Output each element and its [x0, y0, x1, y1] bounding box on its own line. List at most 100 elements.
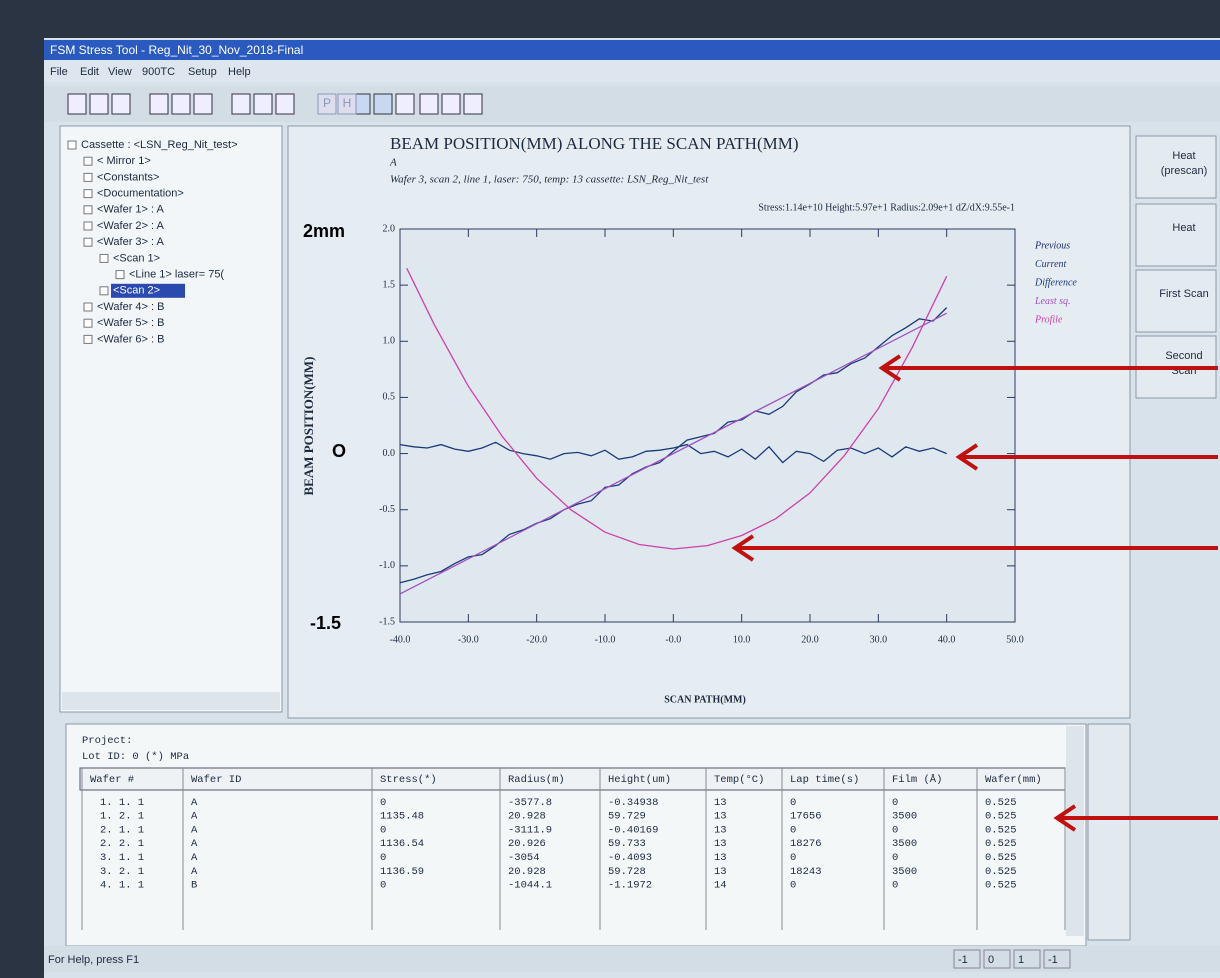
tree-expander[interactable]: [115, 270, 125, 280]
table-cell: 14: [714, 880, 727, 892]
tree-expander[interactable]: [67, 140, 77, 150]
tree-expander[interactable]: [83, 156, 93, 166]
tool-icon[interactable]: [193, 93, 213, 115]
y-tick-label: -1.0: [379, 560, 395, 571]
tree-item[interactable]: <Documentation>: [97, 188, 184, 200]
table-cell: 1135.48: [380, 811, 424, 823]
table-cell: 3500: [892, 838, 917, 850]
legend-entry: Current: [1035, 259, 1067, 270]
table-cell: -3111.9: [508, 824, 552, 836]
tree-item[interactable]: <Wafer 4> : B: [97, 301, 164, 313]
tool-icon[interactable]: [111, 93, 131, 115]
status-cell-text: 1: [1018, 954, 1024, 966]
menu-item[interactable]: 900TC: [142, 66, 175, 78]
menu-item[interactable]: Setup: [188, 66, 217, 78]
status-cell: [1043, 949, 1071, 969]
tree-expander[interactable]: [99, 286, 109, 296]
legend-entry: Least sq.: [1034, 296, 1071, 307]
tool-icon[interactable]: [149, 93, 169, 115]
column-header[interactable]: Radius(m): [508, 774, 565, 786]
tree-expander[interactable]: [83, 221, 93, 231]
tool-icon[interactable]: [395, 93, 415, 115]
tool-icon[interactable]: [67, 93, 87, 115]
menu-item[interactable]: Help: [228, 66, 251, 78]
tree-scrollbar: [62, 692, 280, 710]
tool-icon[interactable]: [441, 93, 461, 115]
menu-item[interactable]: Edit: [80, 66, 99, 78]
tree-item[interactable]: <Scan 2>: [113, 285, 160, 297]
tool-icon[interactable]: [231, 93, 251, 115]
column-header[interactable]: Height(um): [608, 774, 671, 786]
action-button[interactable]: [1135, 135, 1217, 199]
chart-caption: Wafer 3, scan 2, line 1, laser: 750, tem…: [390, 174, 709, 186]
action-button-label[interactable]: Heat: [1172, 222, 1195, 234]
table-cell: 1. 1. 1: [100, 797, 144, 809]
tree-expander[interactable]: [83, 318, 93, 328]
table-cell: 3. 1. 1: [100, 852, 144, 864]
data-panel: [65, 723, 1087, 947]
column-header[interactable]: Lap time(s): [790, 774, 859, 786]
tool-button-label[interactable]: H: [343, 96, 352, 110]
column-header[interactable]: Wafer ID: [191, 774, 241, 786]
tree-item[interactable]: <Constants>: [97, 171, 159, 183]
tree-expander[interactable]: [83, 205, 93, 215]
tool-icon[interactable]: [89, 93, 109, 115]
menu-item[interactable]: File: [50, 66, 68, 78]
table-cell: -1044.1: [508, 880, 552, 892]
column-header[interactable]: Wafer #: [90, 774, 134, 786]
table-cell: 0.525: [985, 880, 1017, 892]
chart-title: BEAM POSITION(MM) ALONG THE SCAN PATH(MM…: [390, 134, 799, 153]
table-cell: 3500: [892, 811, 917, 823]
title-bar: [44, 40, 1220, 60]
tree-item[interactable]: <Wafer 3> : A: [97, 236, 165, 248]
menu-item[interactable]: View: [108, 66, 132, 78]
y-tick-label: 0.5: [383, 392, 396, 403]
y-tick-label: 2.0: [383, 223, 396, 234]
tool-icon[interactable]: [463, 93, 483, 115]
column-header[interactable]: Stress(*): [380, 774, 437, 786]
action-button-label[interactable]: First Scan: [1159, 288, 1209, 300]
table-cell: A: [191, 866, 198, 878]
tool-icon[interactable]: [171, 93, 191, 115]
tree-expander[interactable]: [83, 334, 93, 344]
tree-expander[interactable]: [83, 237, 93, 247]
table-cell: 0.525: [985, 866, 1017, 878]
action-button-label[interactable]: Heat: [1172, 150, 1195, 162]
column-header[interactable]: Film (Å): [892, 773, 942, 786]
column-header[interactable]: Temp(°C): [714, 774, 764, 786]
tree-item[interactable]: <Wafer 6> : B: [97, 333, 164, 345]
red-arrows: [731, 354, 1218, 832]
tree-item[interactable]: <Wafer 5> : B: [97, 317, 164, 329]
table-cell: 0: [380, 824, 386, 836]
tool-icon[interactable]: [373, 93, 393, 115]
tree-selection: [111, 283, 185, 298]
tool-icon[interactable]: [253, 93, 273, 115]
action-button[interactable]: [1135, 203, 1217, 267]
table-cell: A: [191, 797, 198, 809]
tree-expander[interactable]: [99, 253, 109, 263]
table-cell: -0.34938: [608, 797, 658, 809]
tool-icon[interactable]: [275, 93, 295, 115]
column-header[interactable]: Wafer(mm): [985, 774, 1042, 786]
tool-icon[interactable]: [419, 93, 439, 115]
tree-item[interactable]: Cassette : <LSN_Reg_Nit_test>: [81, 139, 238, 151]
action-button-label[interactable]: Second: [1165, 350, 1202, 362]
tool-button[interactable]: [317, 93, 337, 115]
tree-expander[interactable]: [83, 302, 93, 312]
action-button-label[interactable]: (prescan): [1161, 165, 1207, 177]
tree-expander[interactable]: [83, 189, 93, 199]
tool-button[interactable]: [337, 93, 357, 115]
tool-button-label[interactable]: P: [323, 96, 331, 110]
action-button[interactable]: [1135, 269, 1217, 333]
tree-item[interactable]: <Scan 1>: [113, 252, 160, 264]
legend-entry: Previous: [1034, 240, 1070, 251]
tree-item[interactable]: <Wafer 1> : A: [97, 204, 165, 216]
tree-item[interactable]: <Line 1> laser= 75(: [129, 269, 224, 281]
table-cell: 18276: [790, 838, 822, 850]
table-cell: 0: [892, 852, 898, 864]
status-cell-text: 0: [988, 954, 994, 966]
tree-expander[interactable]: [83, 172, 93, 182]
tree-item[interactable]: <Wafer 2> : A: [97, 220, 165, 232]
tree-item[interactable]: < Mirror 1>: [97, 155, 151, 167]
